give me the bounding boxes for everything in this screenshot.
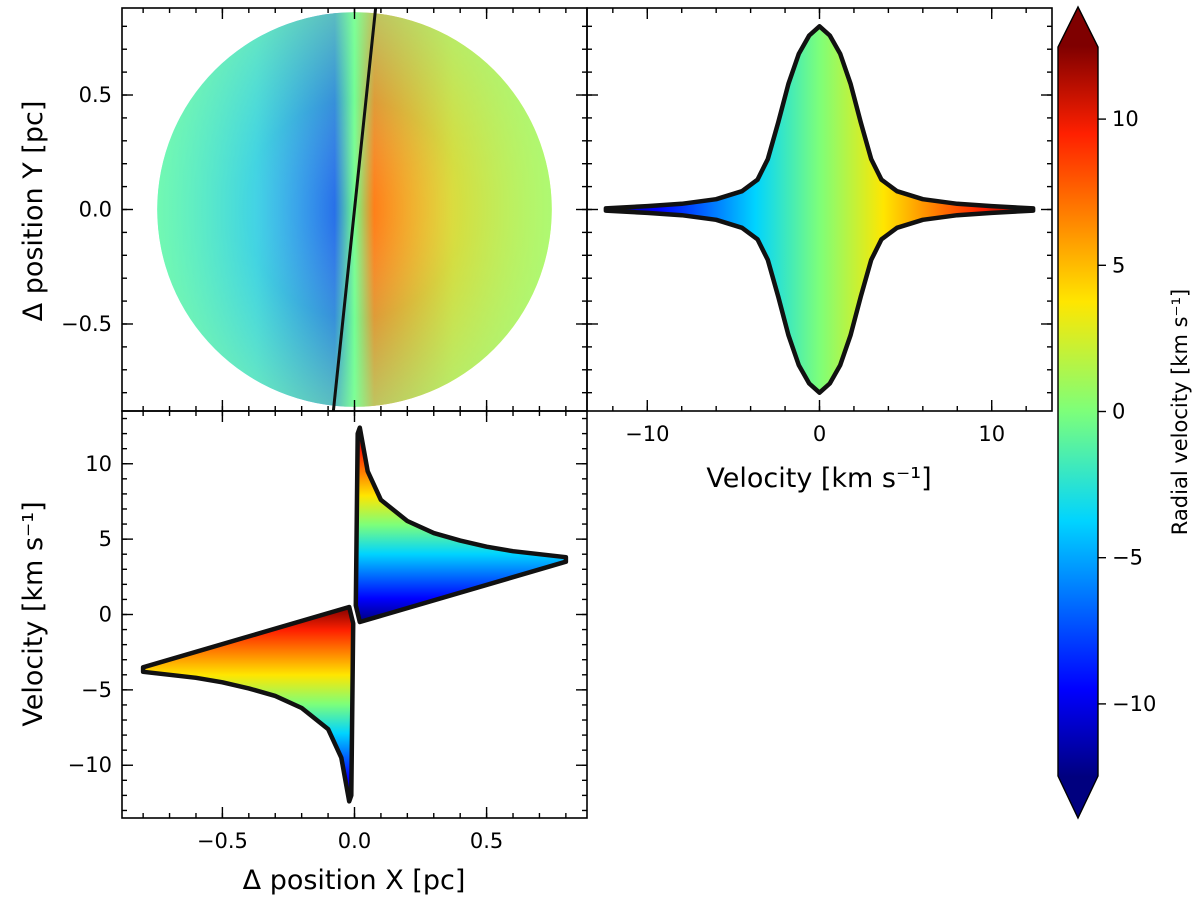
position-velocity-x-tick-label: 0.5 <box>470 829 503 853</box>
velocity-distribution-ticks: −10 0 10 <box>587 8 1052 446</box>
position-velocity-upper-lobe <box>353 425 569 625</box>
colorbar-tick-label: 0 <box>1112 400 1125 424</box>
colorbar-tick-label: −10 <box>1112 692 1156 716</box>
position-velocity-y-tick-label: 0 <box>99 603 112 627</box>
colorbar-tick-label: 5 <box>1112 253 1125 277</box>
velocity-distribution-x-tick-label: 10 <box>978 422 1005 446</box>
position-velocity-y-tick-label: −5 <box>81 678 112 702</box>
position-velocity-xlabel: Δ position X [pc] <box>243 865 466 896</box>
colorbar-gradient <box>1058 46 1098 777</box>
velocity-distribution-panel: −10 0 10 Velocity [km s⁻¹] <box>586 7 1053 494</box>
velocity-distribution-x-tick-label: 0 <box>813 422 826 446</box>
colorbar-tick-label: 10 <box>1112 107 1139 131</box>
colorbar-outline <box>1057 5 1099 820</box>
position-velocity-y-tick-label: −10 <box>68 753 112 777</box>
colorbar-extend-top <box>1058 7 1098 47</box>
sky-map-panel: −0.5 0.0 0.5 Δ position Y [pc] <box>18 7 588 412</box>
velocity-distribution-x-tick-label: −10 <box>625 422 669 446</box>
colorbar-label: Radial velocity [km s⁻¹] <box>1168 289 1192 535</box>
sky-map-y-tick-label: −0.5 <box>61 312 112 336</box>
position-velocity-lower-lobe <box>140 604 356 804</box>
velocity-distribution-xlabel: Velocity [km s⁻¹] <box>706 463 931 494</box>
projection-line <box>331 8 378 411</box>
velocity-distribution-shape <box>603 24 1036 395</box>
position-velocity-x-tick-label: 0.0 <box>338 829 371 853</box>
sky-map-y-tick-label: 0.0 <box>79 198 112 222</box>
sky-map-ticks: −0.5 0.0 0.5 <box>61 8 587 411</box>
colorbar-tick-label: −5 <box>1112 546 1143 570</box>
position-velocity-x-tick-label: −0.5 <box>197 829 248 853</box>
position-velocity-ticks: −0.5 0.0 0.5 −10 −5 0 5 10 <box>68 411 587 853</box>
position-velocity-panel: −0.5 0.0 0.5 −10 −5 0 5 10 Δ position X [pc] Ve… <box>18 410 588 896</box>
colorbar: −10 −5 0 5 10 Radial velocity [km s⁻¹] <box>1057 5 1192 820</box>
position-velocity-y-tick-label: 10 <box>85 452 112 476</box>
sky-map-ylabel: Δ position Y [pc] <box>18 101 49 322</box>
position-velocity-y-tick-label: 5 <box>99 527 112 551</box>
sky-map-y-tick-label: 0.5 <box>79 83 112 107</box>
position-velocity-frame <box>121 410 588 819</box>
position-velocity-ylabel: Velocity [km s⁻¹] <box>18 501 49 726</box>
colorbar-ticks: −10 −5 0 5 10 <box>1098 107 1156 716</box>
colorbar-extend-bottom <box>1058 776 1098 818</box>
